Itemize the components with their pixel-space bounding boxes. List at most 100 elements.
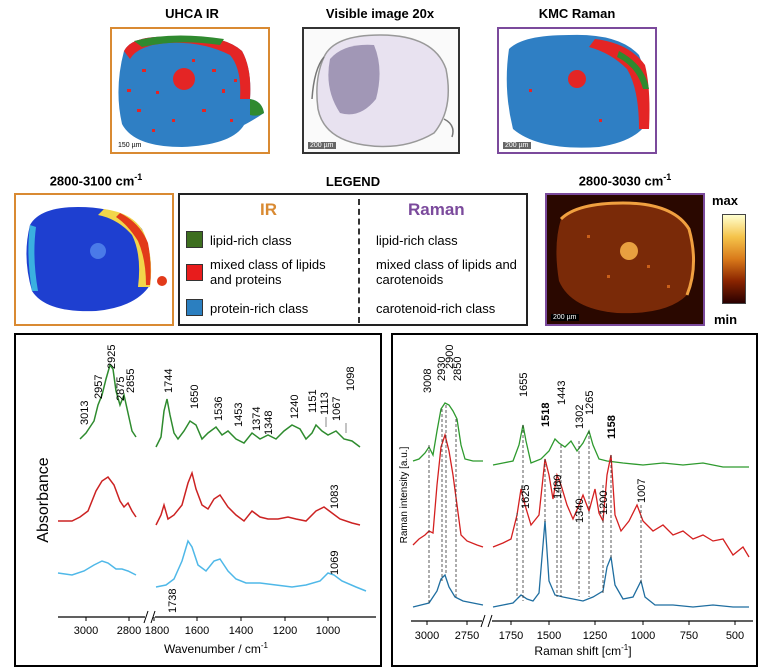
raman-band-image: 200 µm [545,193,705,326]
raman-tick: 3000 [415,630,439,642]
raman-mixed-line-ch [412,432,484,548]
raman-peak-label: 1007 [636,479,648,503]
visible-image: 200 µm [302,27,460,154]
raman-tick: 2750 [455,630,479,642]
visible-scale-bar: 200 µm [308,142,336,149]
ir-peak-label: 1067 [331,397,343,421]
legend-title: LEGEND [325,174,381,189]
ir-peak-label: 2875 [115,377,127,401]
ir-heatmap [26,207,167,312]
legend-ir-header: IR [260,200,277,219]
lipid-swatch [186,231,203,248]
ir-tick: 1800 [145,625,169,637]
ir-peak-label: 1069 [329,551,341,575]
uhca-ir-image: 150 µm [110,27,270,154]
ir-tick: 1000 [316,625,340,637]
legend-raman-lipid: lipid-rich class [376,233,458,248]
raman-tick: 500 [726,630,744,642]
raman-y-label: Raman intensity [a.u.] [399,446,410,543]
raman-peak-label: 1655 [518,373,530,397]
raman-peak-label: 1265 [584,391,596,415]
raman-lipid-line-ch [412,402,483,462]
raman-band-scale-bar: 200 µm [551,314,579,321]
raman-tick: 1250 [583,630,607,642]
legend-ir-protein: protein-rich class [210,301,309,316]
raman-peak-label: 1158 [606,415,618,439]
legend-raman-mixed: mixed class of lipids and carotenoids [376,257,517,287]
ir-mixed-line-fp [155,470,361,526]
ir-band-title: 2800-3100 cm-1 [49,172,143,189]
legend-ir-lipid: lipid-rich class [210,233,292,248]
ir-tick: 1600 [185,625,209,637]
ir-peak-label: 3013 [79,401,91,425]
raman-lipid-line-fp [492,424,749,468]
ir-peak-label: 1536 [213,397,225,421]
raman-x-label: Raman shift [cm-1] [534,643,631,658]
raman-mixed-line-fp [492,454,750,558]
ir-peak-label: 1083 [329,485,341,509]
ir-tick: 3000 [74,625,98,637]
colorbar-max: max [712,193,739,208]
visible-micrograph [304,29,458,152]
kmc-scale-bar: 200 µm [503,142,531,149]
raman-tick: 1500 [537,630,561,642]
ir-peak-label: 1151 [307,389,319,413]
ir-lipid-line-ch [79,363,137,440]
ir-protein-line-ch [57,560,137,576]
raman-peak-label: 2930 [436,357,448,381]
ir-tick: 1200 [273,625,297,637]
colorbar [722,214,746,304]
raman-tick: 1750 [499,630,523,642]
ir-tick: 1400 [229,625,253,637]
ir-mixed-line-ch [58,475,137,522]
raman-peak-label: 1518 [540,403,552,427]
ir-lipid-line-fp [155,398,361,448]
legend-box: IR Raman lipid-rich class lipid-rich cla… [178,193,528,326]
colorbar-min: min [714,312,738,327]
uhca-map [118,35,264,147]
mixed-swatch [186,264,203,281]
raman-spectra-panel: 3000 2750 1750 1500 1250 1000 750 500 Ra… [391,333,758,667]
ir-peak-label: 1113 [319,392,331,415]
raman-peak-label: 1443 [556,381,568,405]
raman-band-title: 2800-3030 cm-1 [578,172,672,189]
ir-peak-label: 1098 [345,367,357,391]
ir-peak-label: 2957 [93,375,105,399]
raman-peak-label: 1200 [598,491,610,515]
raman-heatmap [547,195,703,324]
raman-peak-label: 1340 [574,499,586,523]
ir-peak-label: 1738 [167,589,179,613]
raman-spectra-chart: 3000 2750 1750 1500 1250 1000 750 500 Ra… [399,345,753,658]
ir-protein-line-fp [155,539,367,592]
uhca-title: UHCA IR [165,6,219,21]
ir-y-label: Absorbance [35,457,52,542]
ir-peak-label: 1240 [289,395,301,419]
kmc-map [506,34,650,148]
raman-tick: 1000 [631,630,655,642]
ir-tick: 2800 [117,625,141,637]
legend-ir-mixed: mixed class of lipids and proteins [210,257,326,287]
ir-peak-label: 1453 [233,403,245,427]
kmc-raman-image: 200 µm [497,27,657,154]
raman-peak-label: 1302 [574,405,586,429]
ir-peak-label: 1348 [263,411,275,435]
ir-peak-label: 2855 [125,369,137,393]
ir-peak-label: 1650 [189,385,201,409]
raman-peak-label: 2850 [452,357,464,381]
ir-band-image [14,193,174,326]
ir-spectra-chart: 3000 2800 1800 1600 1400 1200 1000 Waven… [35,345,376,656]
ir-peak-label: 2925 [106,345,118,369]
ir-peak-label: 1744 [163,369,175,393]
visible-title: Visible image 20x [325,6,435,21]
protein-swatch [186,299,203,316]
raman-peak-label: 3008 [422,369,434,393]
raman-peak-label: 1625 [520,485,532,509]
raman-carotenoid-line-fp [492,520,749,608]
legend-divider [358,199,360,323]
kmc-title: KMC Raman [538,6,616,21]
ir-peak-label: 1374 [251,407,263,431]
ir-spectra-panel: 3000 2800 1800 1600 1400 1200 1000 Waven… [14,333,382,667]
ir-x-label: Wavenumber / cm-1 [164,641,269,656]
legend-raman-header: Raman [408,200,465,219]
raman-carotenoid-line-ch [412,573,484,608]
